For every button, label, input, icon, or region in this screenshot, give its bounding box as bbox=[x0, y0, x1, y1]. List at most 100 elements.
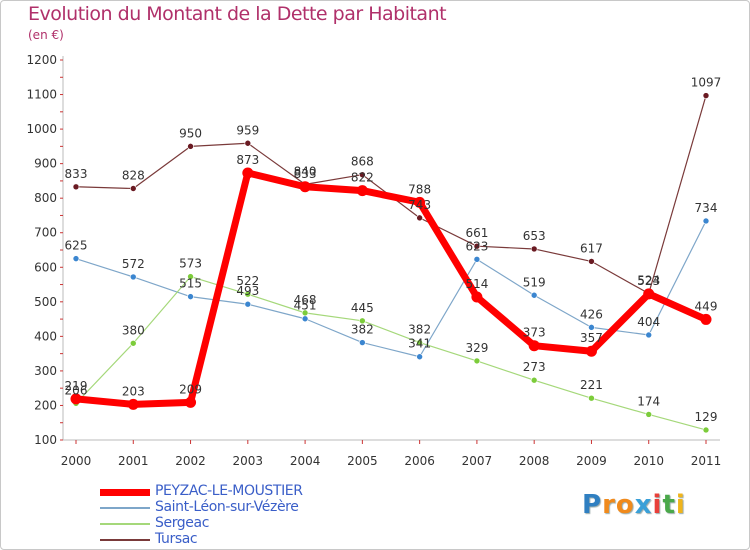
data-label: 468 bbox=[294, 293, 317, 307]
x-tick-label: 2001 bbox=[118, 454, 149, 468]
data-point bbox=[185, 396, 197, 408]
data-point bbox=[528, 340, 540, 352]
x-tick-label: 2010 bbox=[633, 454, 664, 468]
data-label: 445 bbox=[351, 301, 374, 315]
data-point bbox=[645, 411, 653, 418]
data-point bbox=[244, 300, 252, 308]
data-label: 341 bbox=[408, 337, 431, 351]
data-point bbox=[702, 92, 710, 99]
y-tick-label: 1100 bbox=[26, 88, 57, 102]
data-label: 382 bbox=[351, 323, 374, 337]
data-label: 572 bbox=[122, 257, 145, 271]
data-label: 788 bbox=[408, 182, 431, 196]
data-point bbox=[127, 398, 139, 410]
data-label: 661 bbox=[465, 226, 488, 240]
data-point bbox=[702, 426, 710, 434]
data-point bbox=[129, 185, 137, 192]
series-line-2 bbox=[75, 276, 707, 431]
data-point bbox=[588, 258, 595, 265]
data-label: 743 bbox=[408, 198, 431, 212]
y-tick-label: 800 bbox=[34, 191, 57, 205]
y-tick-label: 200 bbox=[34, 398, 57, 412]
data-label: 221 bbox=[580, 378, 603, 392]
data-label: 514 bbox=[465, 277, 488, 291]
logo-letter: x bbox=[634, 490, 653, 520]
data-label: 129 bbox=[695, 410, 718, 424]
data-point bbox=[473, 357, 481, 365]
data-label: 734 bbox=[695, 201, 718, 215]
data-label: 653 bbox=[523, 229, 546, 243]
data-label: 623 bbox=[465, 239, 488, 253]
x-tick-label: 2002 bbox=[175, 454, 206, 468]
data-label: 950 bbox=[179, 126, 202, 140]
chart-unit-label: (en €) bbox=[28, 28, 64, 42]
data-point bbox=[301, 315, 309, 323]
logo-letter: o bbox=[615, 490, 635, 520]
data-point bbox=[129, 273, 137, 281]
data-label: 833 bbox=[294, 167, 317, 181]
data-label: 203 bbox=[122, 384, 145, 398]
data-label: 522 bbox=[236, 274, 259, 288]
data-point bbox=[299, 181, 311, 193]
data-label: 828 bbox=[122, 169, 145, 183]
legend-swatch bbox=[100, 523, 150, 525]
y-tick-label: 900 bbox=[34, 157, 57, 171]
data-point bbox=[700, 313, 712, 325]
data-label: 174 bbox=[637, 394, 660, 408]
data-point bbox=[473, 242, 481, 250]
legend-label: Tursac bbox=[155, 531, 198, 547]
data-point bbox=[301, 309, 309, 317]
data-label: 625 bbox=[65, 239, 88, 253]
logo-letter: r bbox=[602, 490, 616, 520]
data-point bbox=[702, 217, 710, 225]
data-label: 493 bbox=[236, 284, 259, 298]
legend-label: PEYZAC-LE-MOUSTIER bbox=[155, 483, 303, 499]
data-point bbox=[72, 183, 80, 191]
data-label: 515 bbox=[179, 277, 202, 291]
data-point bbox=[187, 273, 194, 280]
data-point bbox=[359, 171, 366, 178]
data-point bbox=[187, 293, 194, 300]
y-tick-label: 1000 bbox=[26, 122, 57, 136]
data-point bbox=[588, 324, 595, 331]
legend-swatch bbox=[100, 507, 150, 509]
data-label: 380 bbox=[122, 323, 145, 337]
logo-letter: t bbox=[662, 490, 676, 520]
logo-letter: i bbox=[652, 490, 663, 520]
data-label: 617 bbox=[580, 241, 603, 255]
data-labels: 219 203 209 873 833 822 788 514 373 357 523 449 625 5… bbox=[65, 76, 722, 424]
x-tick-label: 2004 bbox=[290, 454, 321, 468]
series-line-0 bbox=[72, 169, 710, 408]
data-label: 573 bbox=[179, 257, 202, 271]
series-lines bbox=[72, 94, 710, 431]
data-label: 840 bbox=[294, 164, 317, 178]
logo-letter: i bbox=[675, 490, 686, 520]
y-tick-label: 700 bbox=[34, 226, 57, 240]
data-point bbox=[356, 185, 368, 197]
data-point bbox=[359, 317, 366, 325]
data-label: 273 bbox=[523, 360, 546, 374]
data-point bbox=[473, 256, 481, 263]
data-point bbox=[585, 345, 597, 357]
x-tick-label: 2005 bbox=[347, 454, 378, 468]
data-point bbox=[129, 339, 137, 347]
legend-label: Saint-Léon-sur-Vézère bbox=[155, 499, 299, 515]
data-label: 822 bbox=[351, 171, 374, 185]
data-label: 219 bbox=[65, 379, 88, 393]
y-tick-label: 600 bbox=[34, 260, 57, 274]
data-label: 833 bbox=[65, 167, 88, 181]
y-tick-label: 500 bbox=[34, 295, 57, 309]
x-tick-label: 2003 bbox=[233, 454, 264, 468]
legend-label: Sergeac bbox=[155, 515, 209, 531]
data-label: 382 bbox=[408, 323, 431, 337]
y-tick-label: 100 bbox=[34, 433, 57, 447]
data-point bbox=[643, 288, 655, 300]
y-tick-label: 1200 bbox=[26, 53, 57, 67]
series-line-1 bbox=[75, 220, 707, 358]
legend-swatch bbox=[100, 539, 150, 541]
series-points bbox=[70, 92, 712, 434]
data-label: 959 bbox=[236, 123, 259, 137]
data-point bbox=[530, 291, 538, 299]
chart-axes: 100 200 300 400 500 600 700 800 900 1000 1100 1200 2… bbox=[26, 53, 721, 468]
